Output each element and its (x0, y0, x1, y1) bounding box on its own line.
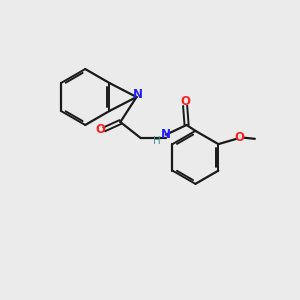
Text: N: N (133, 88, 143, 101)
Text: N: N (161, 128, 171, 141)
Text: O: O (234, 131, 244, 144)
Text: H: H (153, 136, 161, 146)
Text: O: O (96, 123, 106, 136)
Text: O: O (180, 95, 190, 108)
